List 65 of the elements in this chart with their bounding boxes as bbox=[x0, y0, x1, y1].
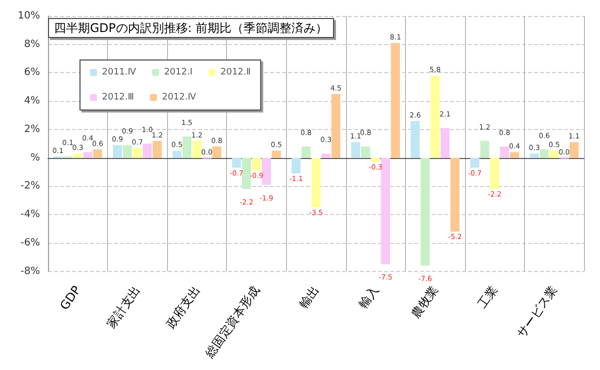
y-tick-label: 10% bbox=[18, 10, 40, 22]
legend-label: 2012.Ⅳ bbox=[162, 92, 197, 102]
bar bbox=[142, 144, 152, 158]
bar bbox=[292, 158, 301, 174]
bar bbox=[122, 145, 132, 158]
bar bbox=[172, 150, 182, 158]
bar bbox=[500, 146, 510, 158]
bar bbox=[410, 120, 420, 158]
bar bbox=[212, 146, 222, 158]
bar bbox=[272, 150, 281, 158]
bar bbox=[450, 158, 460, 232]
x-tick-label: サービス業 bbox=[514, 283, 560, 340]
bar bbox=[570, 142, 579, 158]
bar bbox=[480, 140, 490, 158]
bar bbox=[321, 154, 330, 158]
x-tick-label: 輸出 bbox=[296, 283, 322, 311]
bar bbox=[490, 158, 500, 190]
x-tick-label: 家計支出 bbox=[104, 283, 144, 331]
bar bbox=[311, 158, 321, 208]
bar bbox=[430, 76, 440, 158]
bar bbox=[152, 140, 162, 158]
x-tick-label: 農牧業 bbox=[408, 283, 441, 321]
bar bbox=[132, 148, 142, 158]
bar bbox=[93, 149, 102, 158]
bar bbox=[192, 140, 202, 158]
bar bbox=[252, 158, 261, 171]
bar bbox=[242, 158, 252, 190]
bar bbox=[361, 146, 370, 158]
x-tick-label: 輸入 bbox=[356, 283, 382, 311]
bar bbox=[73, 154, 82, 158]
bar bbox=[420, 158, 430, 266]
bar bbox=[440, 128, 450, 158]
y-tick-label: % bbox=[30, 152, 40, 164]
bar bbox=[540, 149, 549, 158]
legend-label: 2012.Ⅰ bbox=[164, 68, 192, 78]
bar bbox=[380, 158, 390, 264]
bar bbox=[262, 158, 271, 185]
y-tick-label: 4% bbox=[24, 96, 40, 107]
bar bbox=[530, 154, 539, 158]
bar bbox=[232, 158, 242, 168]
bar bbox=[302, 146, 311, 158]
bar bbox=[510, 152, 520, 158]
y-tick-label: 6% bbox=[24, 67, 40, 78]
bar bbox=[351, 142, 360, 158]
legend-label: 2012.Ⅱ bbox=[220, 68, 251, 78]
x-tick-label: 工業 bbox=[475, 283, 500, 311]
bar bbox=[371, 158, 380, 162]
bar bbox=[182, 136, 192, 158]
bar bbox=[112, 145, 122, 158]
y-tick-label: -6% bbox=[20, 237, 40, 248]
y-tick-label: -8% bbox=[20, 266, 40, 277]
bar bbox=[83, 152, 92, 158]
legend-label: 2011.Ⅳ bbox=[102, 68, 137, 78]
bar bbox=[550, 150, 559, 158]
y-tick-label: 2% bbox=[24, 124, 40, 135]
bar bbox=[390, 42, 400, 158]
bar bbox=[470, 158, 480, 168]
y-tick-label: -4% bbox=[20, 209, 40, 220]
chart-title: 四半期GDPの内訳別推移: 前期比（季節調整済み） bbox=[54, 21, 328, 35]
y-tick-label: 8% bbox=[24, 38, 40, 50]
y-tick-label: -2% bbox=[20, 180, 40, 192]
x-tick-label: 総固定資本形成 bbox=[202, 283, 262, 361]
legend-label: 2012.Ⅲ bbox=[102, 92, 134, 102]
bar bbox=[331, 94, 340, 158]
x-tick-label: 政府支出 bbox=[164, 283, 203, 331]
